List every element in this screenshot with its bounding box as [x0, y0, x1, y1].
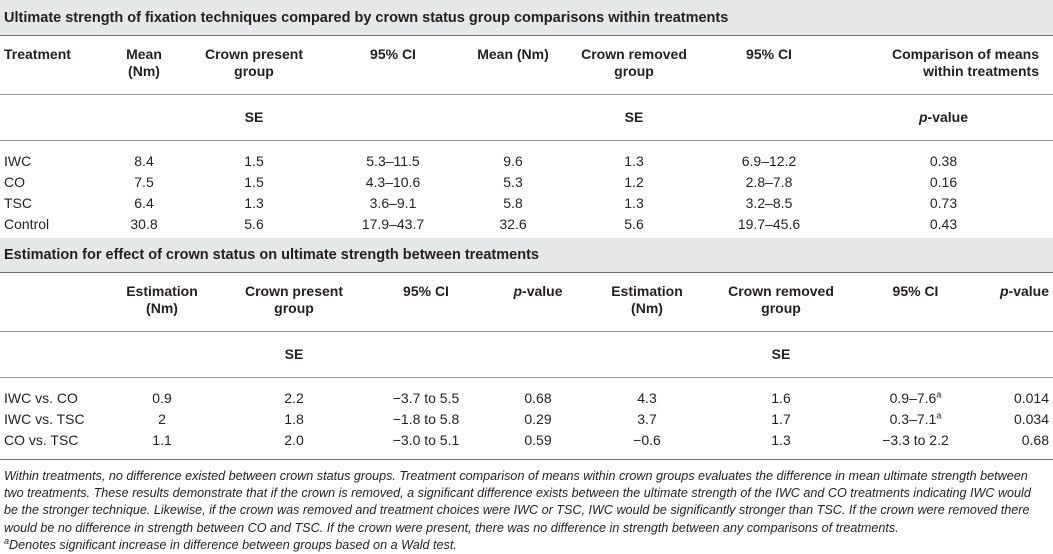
header-comparison: Comparison of means within treatments [891, 46, 1039, 79]
table1-body: IWC 8.4 1.5 5.3–11.5 9.6 1.3 6.9–12.2 0.… [0, 151, 1053, 235]
header-ci-removed: 95% CI [892, 283, 939, 299]
table-row: CO 7.5 1.5 4.3–10.6 5.3 1.2 2.8–7.8 0.16 [4, 174, 958, 190]
header-crown-present-group: Crown present group [244, 283, 343, 316]
subheader-pvalue: p-value [918, 109, 969, 125]
header-crown-present-group: Crown present group [204, 46, 303, 79]
header-treatment: Treatment [4, 46, 71, 62]
header-ci-removed: 95% CI [746, 46, 792, 62]
table-row: CO vs. TSC 1.1 2.0 −3.0 to 5.1 0.59 −0.6… [4, 432, 1049, 448]
footnote: aDenotes significant increase in differe… [4, 535, 457, 552]
footnote-marker: a [936, 389, 942, 400]
table2-header-rule [0, 331, 1053, 332]
table1-title: Ultimate strength of fixation techniques… [0, 0, 1053, 35]
table1-subheader-rule [0, 140, 1053, 141]
header-mean-removed: Mean (Nm) [477, 46, 549, 62]
table-row: TSC 6.4 1.3 3.6–9.1 5.8 1.3 3.2–8.5 0.73 [4, 195, 958, 211]
header-estimation-removed: Estimation (Nm) [611, 283, 683, 316]
table1-header-rule [0, 94, 1053, 95]
table2-subheader-row: SE SE [0, 332, 1053, 378]
subheader-se-present: SE [244, 109, 264, 125]
table1-subheader-row: SE SE p-value [0, 95, 1053, 141]
table1-top-rule [0, 35, 1053, 36]
header-pvalue-removed: p-value [999, 283, 1049, 299]
table-row: IWC 8.4 1.5 5.3–11.5 9.6 1.3 6.9–12.2 0.… [4, 153, 958, 169]
subheader-se-removed: SE [771, 346, 791, 362]
header-estimation-present: Estimation (Nm) [126, 283, 198, 316]
table1-header-row: Treatment Mean (Nm) Crown present group 95… [0, 36, 1053, 95]
header-crown-removed-group: Crown removed group [728, 283, 834, 316]
header-crown-removed-group: Crown removed group [581, 46, 687, 79]
table2-header-row: Estimation (Nm) Crown present group 95% CI… [0, 273, 1053, 332]
table-row: Control 30.8 5.6 17.9–43.7 32.6 5.6 19.7… [4, 216, 958, 232]
header-ci-present: 95% CI [370, 46, 416, 62]
table-row: IWC vs. TSC 2 1.8 −1.8 to 5.8 0.29 3.7 1… [4, 410, 1049, 427]
footnote-marker: a [936, 410, 942, 421]
header-pvalue-present: p-value [513, 283, 563, 299]
table2-title: Estimation for effect of crown status on… [0, 238, 1053, 272]
header-mean-present: Mean (Nm) [126, 46, 162, 79]
table2-bottom-rule [0, 459, 1053, 460]
table1: Treatment Mean (Nm) Crown present group 95… [0, 36, 1053, 235]
table2-top-rule [0, 272, 1053, 273]
subheader-se-present: SE [284, 346, 304, 362]
header-ci-present: 95% CI [403, 283, 449, 299]
table-row: IWC vs. CO 0.9 2.2 −3.7 to 5.5 0.68 4.3 … [4, 389, 1049, 406]
table-notes: Within treatments, no difference existed… [0, 460, 1053, 554]
subheader-se-removed: SE [624, 109, 644, 125]
notes-body: Within treatments, no difference existed… [4, 469, 1031, 535]
table2-subheader-rule [0, 377, 1053, 378]
table2: Estimation (Nm) Crown present group 95% CI… [0, 273, 1053, 451]
